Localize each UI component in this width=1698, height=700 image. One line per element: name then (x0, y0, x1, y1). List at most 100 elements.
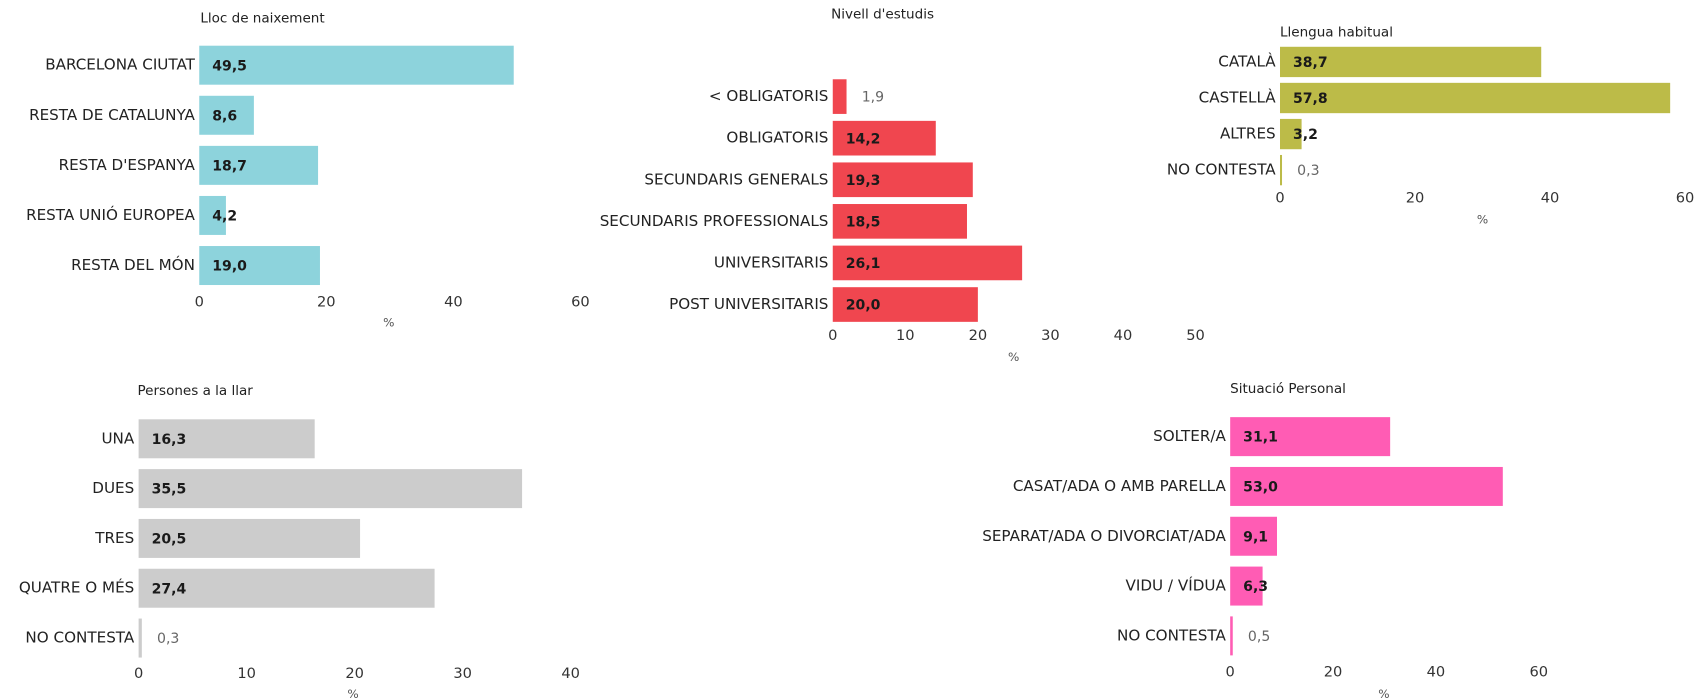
bar (1230, 466, 1503, 506)
x-tick-label: 20 (345, 665, 364, 682)
value-label: 4,2 (212, 209, 237, 225)
value-label: 31,1 (1243, 430, 1278, 446)
value-label: 57,8 (1293, 91, 1328, 107)
category-label: CASAT/ADA O AMB PARELLA (1013, 477, 1227, 495)
bar (832, 245, 1023, 281)
value-label: 19,3 (846, 173, 881, 189)
value-label: 0,3 (157, 631, 179, 647)
x-tick-label: 50 (1186, 327, 1205, 344)
category-label: OBLIGATORIS (726, 129, 828, 147)
category-label: SOLTER/A (1153, 427, 1226, 445)
value-label: 9,1 (1243, 529, 1268, 545)
bar (199, 145, 319, 185)
bar (1230, 566, 1263, 606)
category-label: UNIVERSITARIS (714, 253, 829, 271)
category-label: BARCELONA CIUTAT (45, 56, 195, 74)
axis-label: % (347, 687, 358, 700)
category-label: SEPARAT/ADA O DIVORCIAT/ADA (982, 527, 1226, 545)
bar (1279, 82, 1671, 114)
bar (1230, 417, 1391, 457)
x-tick-label: 0 (1275, 189, 1284, 206)
bar (1230, 616, 1233, 656)
bar (832, 287, 978, 322)
axis-label: % (383, 315, 394, 329)
axis-label: % (1008, 350, 1019, 364)
x-tick-label: 10 (896, 327, 915, 344)
category-label: SECUNDARIS PROFESSIONALS (600, 212, 829, 230)
bar (138, 618, 142, 658)
category-label: RESTA DEL MÓN (71, 255, 195, 274)
category-label: NO CONTESTA (1117, 626, 1226, 644)
chart-title: Lloc de naixement (200, 11, 324, 27)
bar (1279, 46, 1542, 78)
category-label: NO CONTESTA (25, 629, 134, 647)
category-label: TRES (94, 529, 134, 547)
x-tick-label: 20 (1324, 664, 1343, 681)
axis-label: % (1378, 687, 1389, 700)
category-label: POST UNIVERSITARIS (669, 295, 828, 313)
value-label: 20,5 (152, 532, 187, 548)
bar (138, 568, 435, 608)
value-label: 3,2 (1293, 127, 1318, 143)
x-tick-label: 20 (969, 327, 988, 344)
bar (832, 79, 847, 114)
value-label: 49,5 (212, 58, 247, 74)
x-tick-label: 40 (1427, 664, 1446, 681)
value-label: 35,5 (152, 482, 187, 498)
value-label: 0,5 (1248, 629, 1270, 645)
category-label: RESTA D'ESPANYA (59, 156, 196, 174)
category-label: ALTRES (1220, 125, 1276, 143)
value-label: 27,4 (152, 581, 187, 597)
value-label: 53,0 (1243, 480, 1278, 496)
axis-label: % (1477, 213, 1488, 227)
bar (832, 162, 973, 198)
category-label: < OBLIGATORIS (709, 87, 829, 105)
bar (138, 518, 361, 558)
x-tick-label: 0 (195, 293, 204, 310)
x-tick-label: 0 (134, 665, 143, 682)
x-tick-label: 40 (444, 293, 463, 310)
bar (832, 204, 967, 239)
value-label: 19,0 (212, 259, 247, 275)
value-label: 20,0 (846, 298, 881, 314)
x-tick-label: 60 (1530, 664, 1549, 681)
x-tick-label: 20 (317, 293, 336, 310)
value-label: 16,3 (152, 432, 187, 448)
bar (199, 95, 254, 135)
bar (199, 45, 514, 85)
value-label: 18,5 (846, 214, 881, 230)
value-label: 14,2 (846, 131, 881, 147)
x-tick-label: 0 (828, 327, 837, 344)
value-label: 26,1 (846, 256, 881, 272)
bar (832, 120, 936, 156)
category-label: RESTA UNIÓ EUROPEA (26, 205, 195, 224)
value-label: 38,7 (1293, 55, 1328, 71)
value-label: 8,6 (212, 108, 237, 124)
bar (1279, 154, 1283, 186)
value-label: 0,3 (1297, 163, 1319, 179)
chart-title: Llengua habitual (1280, 25, 1393, 41)
x-tick-label: 0 (1226, 664, 1235, 681)
x-tick-label: 60 (571, 293, 590, 310)
category-label: CASTELLÀ (1199, 88, 1277, 107)
x-tick-label: 60 (1676, 189, 1695, 206)
category-label: RESTA DE CATALUNYA (29, 106, 195, 124)
category-label: UNA (101, 429, 134, 447)
chart-title: Nivell d'estudis (831, 6, 934, 22)
bar (138, 419, 315, 459)
category-label: NO CONTESTA (1167, 161, 1276, 179)
category-label: QUATRE O MÉS (19, 578, 134, 597)
bar (1279, 118, 1302, 150)
value-label: 18,7 (212, 158, 247, 174)
category-label: VIDU / VÍDUA (1126, 576, 1227, 595)
value-label: 1,9 (862, 90, 884, 106)
category-label: SECUNDARIS GENERALS (644, 170, 828, 188)
value-label: 6,3 (1243, 579, 1268, 595)
bar (199, 195, 226, 235)
bar (138, 469, 523, 509)
x-tick-label: 20 (1406, 189, 1425, 206)
x-tick-label: 40 (1114, 327, 1133, 344)
chart-title: Situació Personal (1230, 381, 1346, 397)
x-tick-label: 10 (237, 665, 256, 682)
bar (199, 246, 320, 286)
